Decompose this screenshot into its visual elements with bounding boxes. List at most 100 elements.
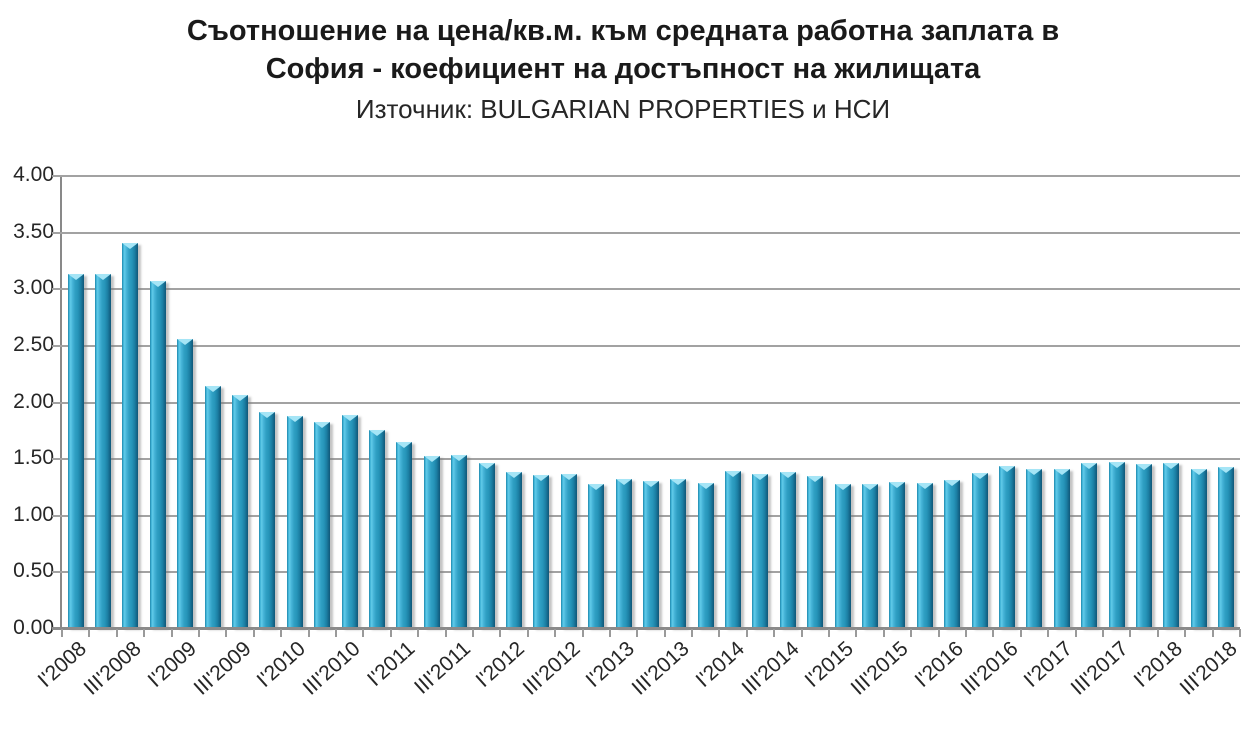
gridline-3.00 bbox=[52, 288, 1240, 291]
bar-IV'2008 bbox=[149, 281, 166, 628]
x-tick bbox=[691, 629, 694, 637]
bar-I'2015 bbox=[834, 484, 851, 628]
bar-slot bbox=[856, 175, 883, 628]
bar-I'2008 bbox=[67, 273, 84, 628]
x-tick bbox=[1129, 629, 1132, 637]
bar-I'2016 bbox=[944, 479, 961, 628]
x-tick bbox=[252, 629, 255, 637]
bar-II'2012 bbox=[533, 475, 550, 628]
bar-III'2017 bbox=[1108, 461, 1125, 628]
bar-IV'2015 bbox=[916, 483, 933, 628]
bar-slot bbox=[418, 175, 445, 628]
x-tick bbox=[143, 629, 146, 637]
bar-I'2017 bbox=[1053, 469, 1070, 628]
x-category-label: III'2016 bbox=[956, 637, 1023, 700]
bar-slot bbox=[281, 175, 308, 628]
y-tick-label: 4.00 bbox=[13, 163, 54, 186]
bar-IV'2009 bbox=[259, 411, 276, 628]
chart-body: 4.00 3.50 3.00 2.50 2.00 1.50 1.00 0.50 0.00 bbox=[0, 163, 1246, 639]
x-tick bbox=[718, 629, 721, 637]
bar-I'2009 bbox=[177, 339, 194, 628]
bar-slot bbox=[336, 175, 363, 628]
bar-slot bbox=[555, 175, 582, 628]
bar-II'2018 bbox=[1190, 469, 1207, 628]
x-category-label: III'2014 bbox=[737, 637, 804, 700]
x-tick bbox=[937, 629, 940, 637]
x-tick bbox=[882, 629, 885, 637]
x-tick bbox=[992, 629, 995, 637]
x-tick bbox=[910, 629, 913, 637]
bar-slot bbox=[1075, 175, 1102, 628]
x-tick bbox=[1239, 629, 1241, 637]
x-category-label: III'2009 bbox=[189, 637, 256, 700]
bar-slot bbox=[802, 175, 829, 628]
x-tick bbox=[389, 629, 392, 637]
bar-IV'2014 bbox=[807, 476, 824, 628]
gridline-2.00 bbox=[52, 401, 1240, 404]
x-tick bbox=[444, 629, 447, 637]
bar-slot bbox=[62, 175, 89, 628]
x-tick bbox=[773, 629, 776, 637]
x-tick bbox=[554, 629, 557, 637]
x-tick bbox=[170, 629, 173, 637]
y-tick-label: 0.50 bbox=[13, 559, 54, 583]
bar-slot bbox=[719, 175, 746, 628]
bar-III'2009 bbox=[232, 394, 249, 628]
bar-II'2017 bbox=[1081, 462, 1098, 628]
x-tick bbox=[965, 629, 968, 637]
bar-slot bbox=[391, 175, 418, 628]
bar-slot bbox=[172, 175, 199, 628]
plot-area bbox=[52, 175, 1241, 637]
bar-slot bbox=[117, 175, 144, 628]
bar-III'2010 bbox=[341, 415, 358, 628]
bar-slot bbox=[1158, 175, 1185, 628]
bar-slot bbox=[500, 175, 527, 628]
x-axis-category-labels: I'2008 III'2008 I'2009 III'2009 I'2010 III'20… bbox=[34, 628, 1242, 728]
bar-IV'2010 bbox=[368, 429, 385, 628]
x-tick bbox=[225, 629, 228, 637]
bar-III'2016 bbox=[998, 466, 1015, 628]
gridline-2.50 bbox=[52, 344, 1240, 347]
bar-slot bbox=[637, 175, 664, 628]
bar-III'2012 bbox=[560, 473, 577, 628]
bar-III'2018 bbox=[1218, 467, 1235, 628]
bar-slot bbox=[309, 175, 336, 628]
bar-II'2015 bbox=[862, 484, 879, 628]
bar-III'2014 bbox=[779, 471, 796, 628]
bar-slot bbox=[445, 175, 472, 628]
bar-I'2011 bbox=[396, 442, 413, 628]
gridline-1.50 bbox=[52, 458, 1240, 461]
bar-I'2013 bbox=[615, 478, 632, 628]
bar-slot bbox=[829, 175, 856, 628]
bar-III'2011 bbox=[451, 454, 468, 628]
bar-slot bbox=[1212, 175, 1239, 628]
chart-title-line2: София - коефициент на достъпност на жили… bbox=[265, 53, 981, 85]
bar-IV'2016 bbox=[1026, 469, 1043, 628]
bar-IV'2017 bbox=[1135, 463, 1152, 628]
bar-II'2014 bbox=[752, 473, 769, 628]
x-category-label: III'2017 bbox=[1066, 637, 1133, 700]
bar-III'2008 bbox=[122, 242, 139, 628]
x-tick bbox=[526, 629, 529, 637]
bar-slot bbox=[144, 175, 171, 628]
chart-source: Източник: BULGARIAN PROPERTIES и НСИ bbox=[355, 94, 891, 124]
y-tick-label: 2.00 bbox=[13, 389, 54, 413]
bar-slot bbox=[1185, 175, 1212, 628]
x-tick bbox=[1074, 629, 1077, 637]
x-tick bbox=[663, 629, 666, 637]
y-tick-label: 2.50 bbox=[13, 332, 54, 356]
bar-I'2014 bbox=[725, 470, 742, 628]
bar-slot bbox=[747, 175, 774, 628]
bar-IV'2011 bbox=[478, 462, 495, 628]
bar-I'2018 bbox=[1163, 462, 1180, 628]
x-tick bbox=[115, 629, 118, 637]
x-tick bbox=[471, 629, 474, 637]
x-tick bbox=[61, 629, 63, 637]
bar-slot bbox=[692, 175, 719, 628]
gridline-3.50 bbox=[52, 231, 1240, 234]
x-tick bbox=[828, 629, 831, 637]
bar-slot bbox=[582, 175, 609, 628]
y-tick-label: 3.50 bbox=[13, 219, 54, 243]
bar-slot bbox=[226, 175, 253, 628]
